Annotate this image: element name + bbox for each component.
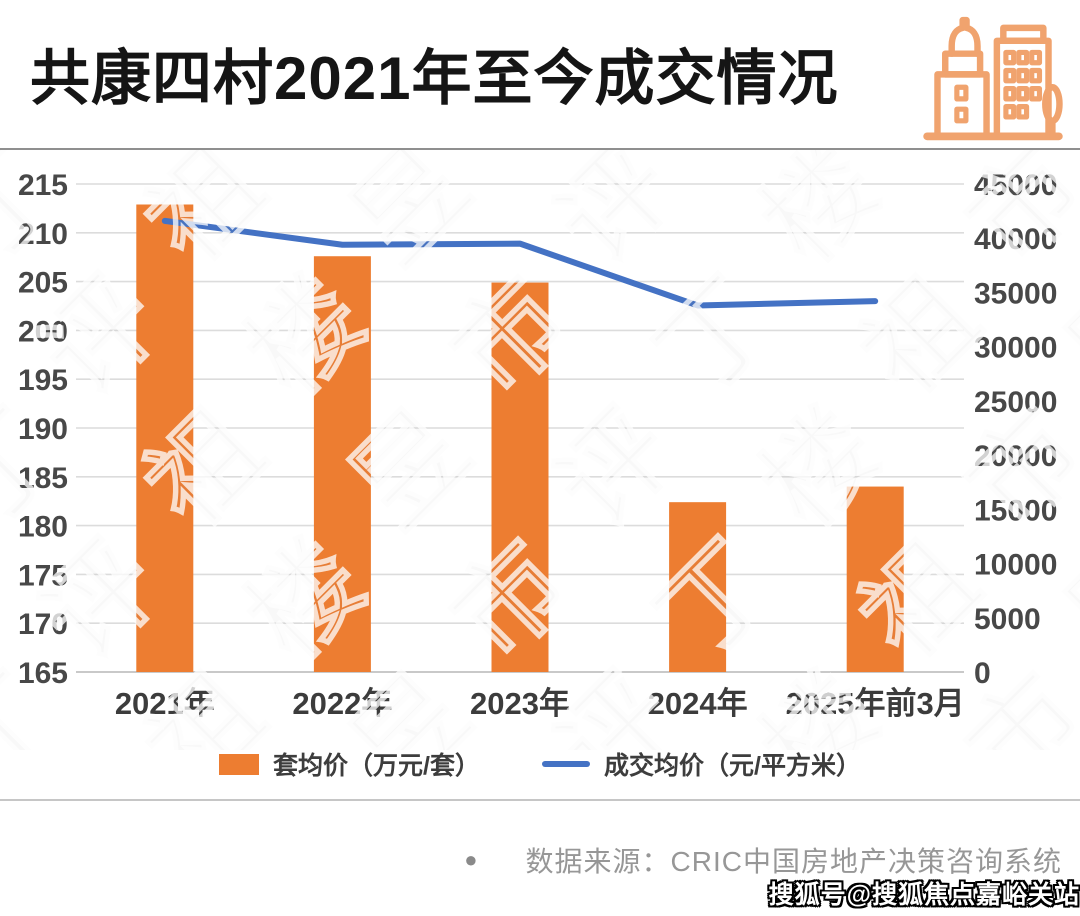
x-axis-label: 2021年 xyxy=(115,686,215,721)
right-axis-tick-label: 10000 xyxy=(974,549,1057,582)
price-line xyxy=(161,217,879,309)
left-axis-tick-label: 195 xyxy=(18,364,68,397)
right-axis-tick-label: 20000 xyxy=(974,440,1057,473)
left-axis-tick-label: 165 xyxy=(18,657,68,690)
right-axis-tick-label: 15000 xyxy=(974,494,1057,527)
bar-2023年 xyxy=(491,282,549,672)
right-axis-tick-label: 35000 xyxy=(974,277,1057,310)
line-series-label: 成交均价（元/平方米） xyxy=(604,752,861,780)
header-divider xyxy=(0,148,1080,150)
bar-2022年 xyxy=(313,256,371,672)
legend-item-line: 成交均价（元/平方米） xyxy=(542,746,861,782)
x-axis-label: 2022年 xyxy=(292,686,392,721)
legend-item-bar: 套均价（万元/套） xyxy=(219,746,480,782)
x-axis-label: 2024年 xyxy=(648,686,748,721)
left-axis-tick-label: 190 xyxy=(18,413,68,446)
right-axis-tick-label: 45000 xyxy=(974,169,1057,202)
data-source-text: 数据来源：CRIC中国房地产决策咨询系统 xyxy=(525,846,1062,877)
right-axis-tick-label: 5000 xyxy=(974,603,1041,636)
left-axis-tick-label: 205 xyxy=(18,267,68,300)
x-axis-label: 2023年 xyxy=(470,686,570,721)
x-axis-label: 2025年前3月 xyxy=(786,686,965,721)
left-axis-tick-label: 200 xyxy=(18,315,68,348)
page-title: 共康四村2021年至今成交情况 xyxy=(30,45,839,112)
bar-series-label: 套均价（万元/套） xyxy=(273,752,480,780)
left-axis-tick-label: 185 xyxy=(18,462,68,495)
right-axis-tick-label: 40000 xyxy=(974,223,1057,256)
left-axis-tick-label: 175 xyxy=(18,559,68,592)
footer-divider xyxy=(0,799,1080,801)
buildings-icon xyxy=(923,16,1063,141)
sohu-watermark: 搜狐号@搜狐焦点嘉峪关站 xyxy=(768,881,1080,909)
left-axis-tick-label: 215 xyxy=(18,169,68,202)
right-axis-tick-label: 30000 xyxy=(974,332,1057,365)
left-axis-tick-label: 180 xyxy=(18,511,68,544)
bar-2025年前3月 xyxy=(846,486,904,672)
left-axis-tick-label: 170 xyxy=(18,608,68,641)
line-series-swatch xyxy=(542,761,590,767)
bar-series-swatch xyxy=(219,753,260,775)
bar-2024年 xyxy=(669,502,727,672)
left-axis-tick-label: 210 xyxy=(18,218,68,251)
right-axis-tick-label: 0 xyxy=(974,657,991,690)
right-axis-tick-label: 25000 xyxy=(974,386,1057,419)
bar-2021年 xyxy=(136,204,194,672)
bullet-icon: ● xyxy=(464,847,478,872)
chart-legend: 套均价（万元/套） 成交均价（元/平方米） xyxy=(0,746,1080,782)
data-source-row: ● 数据来源：CRIC中国房地产决策咨询系统 xyxy=(464,840,1062,880)
